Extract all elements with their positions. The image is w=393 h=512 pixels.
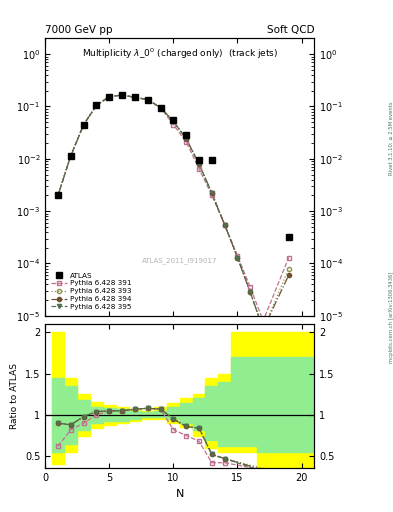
ATLAS [209, 157, 214, 163]
ATLAS [107, 94, 112, 100]
ATLAS [94, 102, 99, 109]
ATLAS [158, 104, 163, 111]
ATLAS [286, 234, 291, 240]
ATLAS [171, 117, 176, 123]
Line: ATLAS: ATLAS [55, 92, 292, 240]
ATLAS [68, 153, 73, 159]
ATLAS [145, 97, 150, 103]
Text: Soft QCD: Soft QCD [267, 25, 314, 35]
Text: ATLAS_2011_I919017: ATLAS_2011_I919017 [142, 257, 218, 264]
Text: mcplots.cern.ch [arXiv:1306.3436]: mcplots.cern.ch [arXiv:1306.3436] [389, 272, 393, 363]
ATLAS [132, 94, 137, 100]
ATLAS [81, 121, 86, 127]
X-axis label: N: N [176, 489, 184, 499]
Y-axis label: Ratio to ATLAS: Ratio to ATLAS [10, 364, 19, 430]
ATLAS [184, 132, 189, 138]
ATLAS [56, 193, 61, 199]
Text: 7000 GeV pp: 7000 GeV pp [45, 25, 113, 35]
Legend: ATLAS, Pythia 6.428 391, Pythia 6.428 393, Pythia 6.428 394, Pythia 6.428 395: ATLAS, Pythia 6.428 391, Pythia 6.428 39… [48, 270, 134, 313]
Text: Rivet 3.1.10; ≥ 2.5M events: Rivet 3.1.10; ≥ 2.5M events [389, 101, 393, 175]
Text: Multiplicity $\lambda\_0^0$ (charged only)  (track jets): Multiplicity $\lambda\_0^0$ (charged onl… [82, 47, 278, 61]
ATLAS [120, 92, 125, 98]
ATLAS [196, 157, 201, 163]
